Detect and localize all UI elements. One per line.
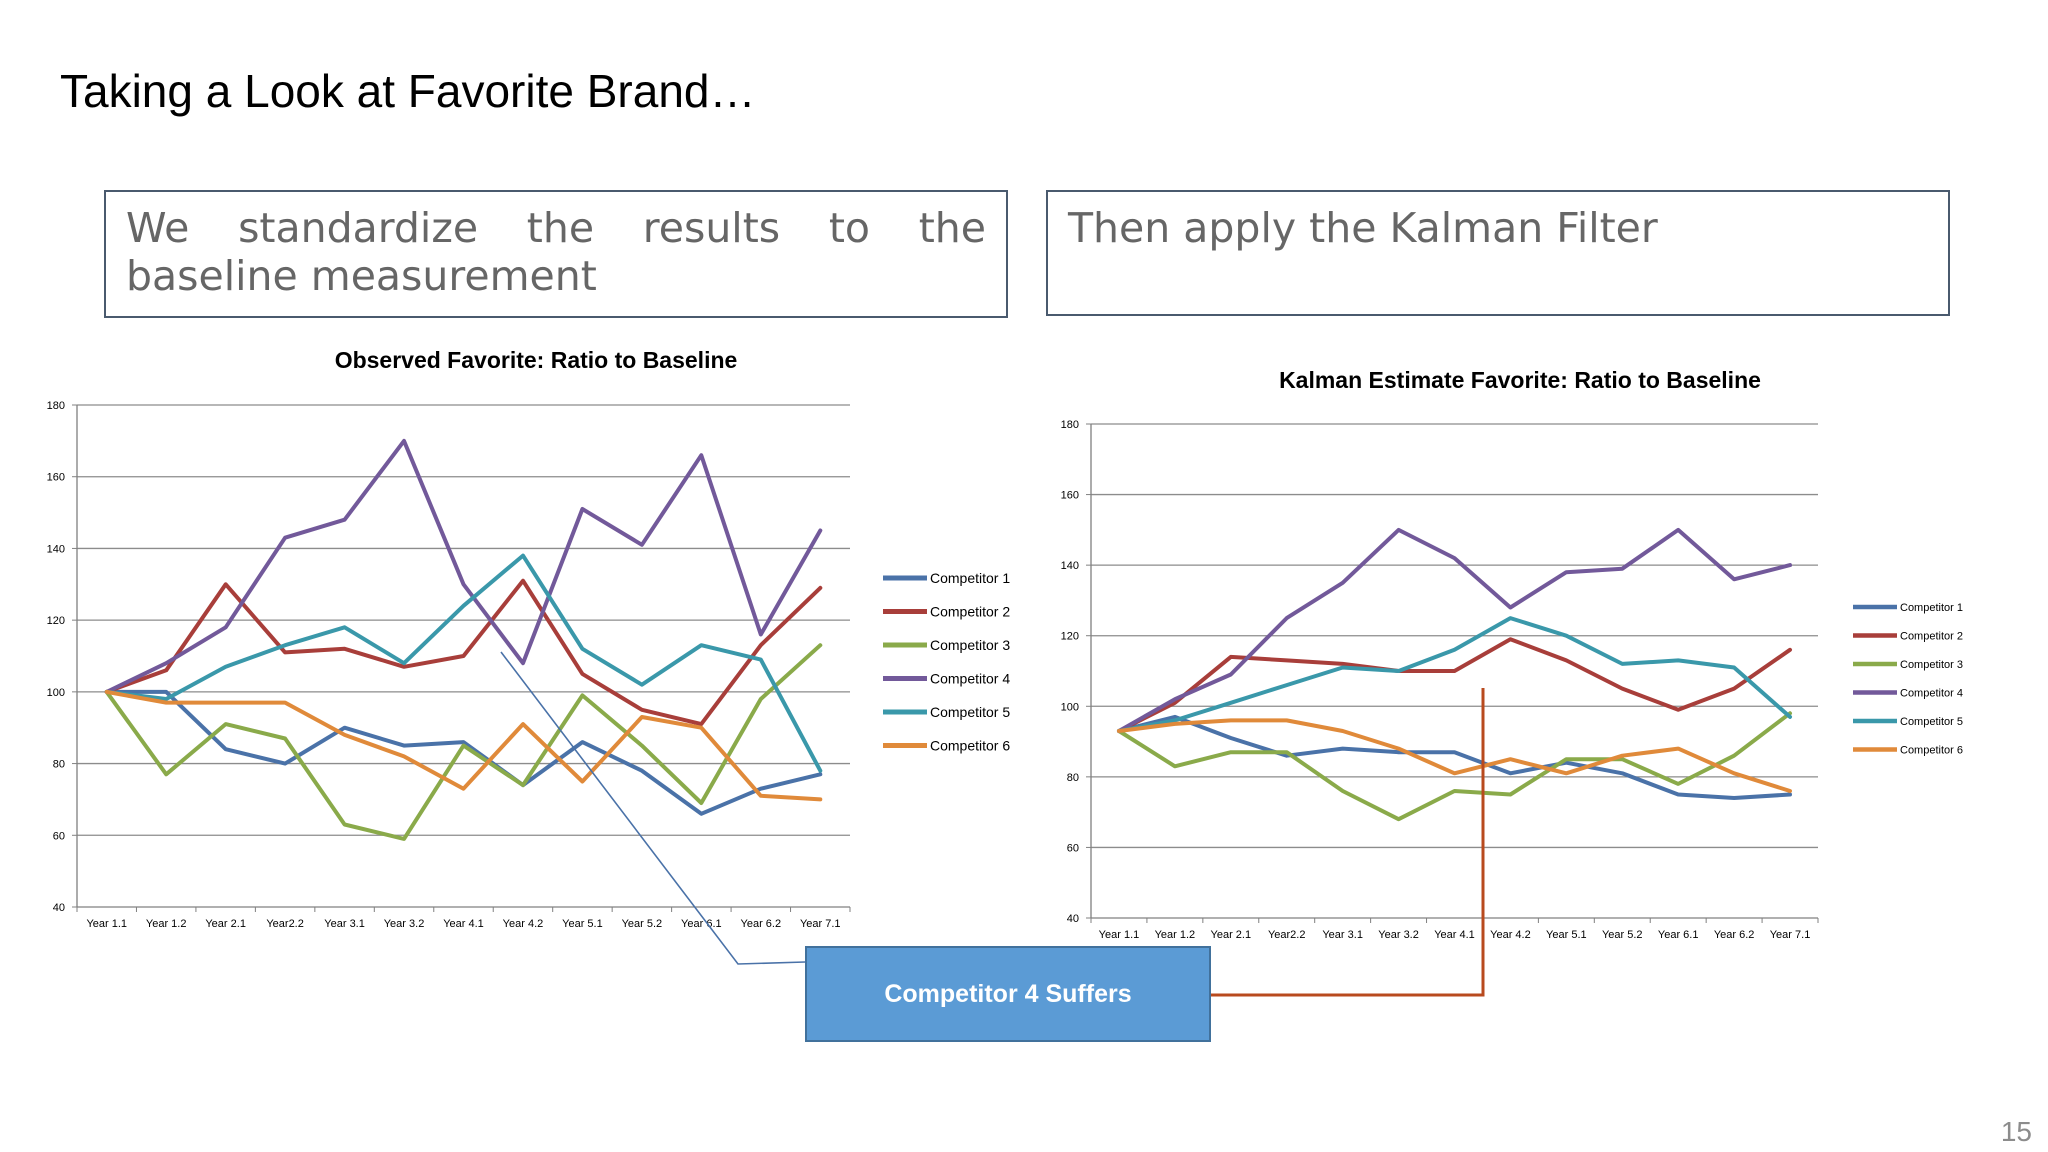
y-tick-label: 160 [47,472,65,484]
series-line-competitor-6 [104,689,823,802]
callout-connector-left [500,651,806,965]
y-tick-label: 60 [1067,842,1079,854]
x-tick-label: Year 2.1 [205,918,246,930]
legend-label: Competitor 2 [930,603,1010,619]
x-tick-label: Year 6.1 [681,918,722,930]
observed-chart-title: Observed Favorite: Ratio to Baseline [334,347,738,373]
x-tick-label: Year 2.1 [1211,929,1252,941]
standardize-text: We standardize the results to the baseli… [126,204,986,300]
series-line-competitor-2 [1117,637,1792,733]
kalman-chart-title: Kalman Estimate Favorite: Ratio to Basel… [1279,367,1761,393]
y-tick-label: 40 [53,902,65,914]
x-tick-label: Year 5.2 [1602,929,1643,941]
series-line-competitor-6 [1117,718,1792,793]
x-tick-label: Year2.2 [1268,929,1306,941]
x-tick-label: Year 1.1 [1099,929,1140,941]
legend-label: Competitor 6 [930,737,1010,753]
y-tick-label: 140 [1061,560,1079,572]
series-line-competitor-5 [104,553,823,773]
y-tick-label: 180 [1061,419,1079,431]
x-tick-label: Year 3.1 [324,918,365,930]
legend-label: Competitor 5 [930,704,1010,720]
y-tick-label: 160 [1061,490,1079,502]
x-tick-label: Year 4.2 [503,918,544,930]
series-line-competitor-1 [104,689,823,816]
series-line-competitor-4 [1117,527,1792,733]
x-tick-label: Year 3.2 [1378,929,1419,941]
x-tick-label: Year 6.2 [1714,929,1755,941]
legend-label: Competitor 3 [1900,659,1963,671]
callout-label: Competitor 4 Suffers [884,979,1132,1008]
series-line-competitor-4 [104,438,823,694]
x-tick-label: Year 4.1 [443,918,484,930]
x-tick-label: Year 6.2 [741,918,782,930]
y-tick-label: 120 [47,615,65,627]
x-tick-label: Year 1.2 [1155,929,1196,941]
series-line-competitor-1 [1117,714,1792,800]
standardize-text-box: We standardize the results to the baseli… [104,190,1008,318]
kalman-text: Then apply the Kalman Filter [1068,204,1658,252]
callout-connector-right [1211,688,1485,997]
legend-label: Competitor 4 [1900,687,1963,699]
legend-label: Competitor 1 [930,570,1010,586]
x-tick-label: Year 7.1 [1770,929,1811,941]
kalman-chart: 40 60 80 100 120 140 160 180 Year 1.1 Year 1.2 Yea… [1061,419,1963,941]
legend-label: Competitor 5 [1900,716,1963,728]
x-tick-label: Year 1.2 [146,918,187,930]
slide-title: Taking a Look at Favorite Brand… [60,65,756,117]
y-tick-label: 60 [53,830,65,842]
x-tick-label: Year 3.2 [384,918,425,930]
series-line-competitor-3 [1117,711,1792,822]
legend-label: Competitor 2 [1900,630,1963,642]
callout-connectors [500,651,1485,997]
y-tick-label: 100 [47,687,65,699]
legend-label: Competitor 3 [930,637,1010,653]
y-tick-label: 100 [1061,701,1079,713]
x-tick-label: Year 1.1 [86,918,127,930]
x-tick-label: Year 3.1 [1322,929,1363,941]
legend-label: Competitor 6 [1900,744,1963,756]
series-line-competitor-5 [1117,616,1792,733]
x-tick-label: Year 4.2 [1490,929,1531,941]
kalman-text-box: Then apply the Kalman Filter [1046,190,1950,316]
y-tick-label: 80 [1067,772,1079,784]
legend-label: Competitor 1 [1900,602,1963,614]
y-tick-label: 80 [53,759,65,771]
y-tick-label: 180 [47,400,65,412]
y-tick-label: 120 [1061,631,1079,643]
observed-chart: 40 60 80 100 120 140 160 180 Year 1.1 Year 1.2 Yea… [47,400,1011,930]
x-tick-label: Year 5.1 [562,918,603,930]
x-tick-label: Year 7.1 [800,918,841,930]
x-tick-label: Year 4.1 [1434,929,1475,941]
legend-label: Competitor 4 [930,670,1010,686]
x-tick-label: Year 5.1 [1546,929,1587,941]
series-line-competitor-2 [104,578,823,727]
x-tick-label: Year 6.1 [1658,929,1699,941]
x-tick-label: Year2.2 [266,918,304,930]
y-tick-label: 40 [1067,913,1079,925]
competitor-4-suffers-callout: Competitor 4 Suffers [805,946,1211,1042]
y-tick-label: 140 [47,543,65,555]
page-number: 15 [2000,1116,2032,1147]
series-line-competitor-3 [104,643,823,841]
x-tick-label: Year 5.2 [622,918,663,930]
